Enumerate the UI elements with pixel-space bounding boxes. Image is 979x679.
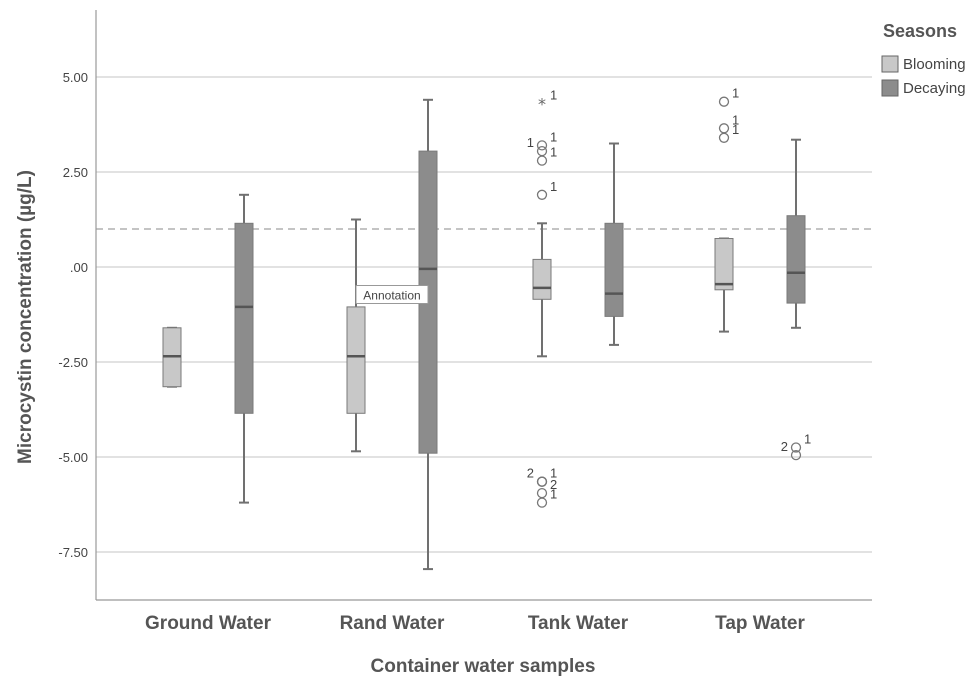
- outlier-point: [536, 155, 548, 166]
- y-tick-label: 2.50: [63, 165, 88, 180]
- outlier-label: 1: [550, 145, 557, 160]
- outlier-point: [536, 476, 548, 487]
- legend-swatch: [881, 79, 899, 97]
- x-tick-label: Tap Water: [715, 613, 805, 634]
- box-decaying: [604, 222, 624, 317]
- outlier-point: [718, 96, 730, 107]
- legend-title: Seasons: [883, 21, 957, 41]
- outlier-point: [536, 487, 548, 499]
- outlier-point: [536, 140, 548, 151]
- outlier-point: [536, 497, 548, 508]
- legend-label: Decaying: [903, 80, 966, 97]
- outlier-label: 1: [732, 112, 739, 127]
- outlier-star: *: [538, 95, 546, 114]
- outlier-label: 2: [781, 439, 788, 454]
- y-tick-label: 5.00: [63, 70, 88, 85]
- outlier-label: 1: [804, 432, 811, 447]
- box-blooming: [532, 258, 552, 300]
- outlier-point: [718, 132, 730, 143]
- y-axis-title: Microcystin concentration (µg/L): [15, 170, 36, 464]
- y-tick-label: -7.50: [58, 545, 88, 560]
- x-tick-label: Tank Water: [528, 613, 629, 634]
- box-blooming: [714, 238, 734, 291]
- y-tick-label: .00: [70, 260, 88, 275]
- x-tick-label: Rand Water: [340, 613, 445, 634]
- outlier-label: 1: [550, 88, 557, 103]
- y-tick-label: -5.00: [58, 450, 88, 465]
- y-tick-label: -2.50: [58, 355, 88, 370]
- outlier-point: [536, 145, 548, 157]
- outlier-label: 2: [527, 466, 534, 481]
- outlier-label: 1: [550, 487, 557, 502]
- outlier-label: 2: [550, 477, 557, 492]
- outlier-point: [536, 189, 548, 200]
- box-decaying: [234, 222, 254, 414]
- outlier-label: 1: [732, 86, 739, 101]
- outlier-label: 1: [550, 129, 557, 144]
- outlier-label: 1: [550, 179, 557, 194]
- outlier-label: 1: [550, 466, 557, 481]
- annotation-text: Annotation: [363, 289, 420, 303]
- annotation-box: [355, 285, 429, 304]
- x-tick-label: Ground Water: [145, 613, 272, 634]
- outlier-label: 1: [732, 122, 739, 137]
- outlier-label: 1: [527, 135, 534, 150]
- outlier-point: [790, 449, 802, 461]
- box-blooming: [346, 306, 366, 414]
- outlier-point: [718, 123, 730, 134]
- x-axis-title: Container water samples: [371, 656, 596, 677]
- legend-label: Blooming: [903, 56, 966, 73]
- legend-swatch: [881, 55, 899, 73]
- box-decaying: [786, 215, 806, 304]
- outlier-point: [790, 442, 802, 453]
